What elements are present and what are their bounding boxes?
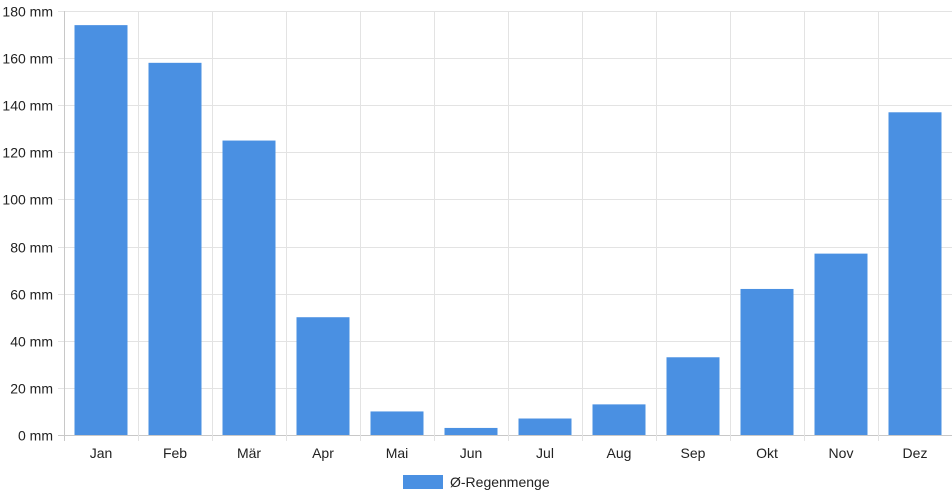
x-tick-label: Mär bbox=[237, 445, 261, 461]
y-tick-label: 80 mm bbox=[10, 240, 53, 256]
x-tick-label: Mai bbox=[386, 445, 409, 461]
y-tick-label: 180 mm bbox=[2, 4, 53, 20]
legend-label: Ø-Regenmenge bbox=[450, 474, 550, 490]
y-tick-label: 160 mm bbox=[2, 51, 53, 67]
x-tick-label: Apr bbox=[312, 445, 334, 461]
x-tick-label: Jan bbox=[90, 445, 113, 461]
bar-series bbox=[74, 25, 942, 436]
x-tick-label: Feb bbox=[163, 445, 187, 461]
x-tick-label: Sep bbox=[681, 445, 706, 461]
bar bbox=[296, 317, 350, 435]
y-tick-label: 100 mm bbox=[2, 192, 53, 208]
bar bbox=[518, 418, 572, 435]
bar bbox=[148, 62, 202, 435]
bar bbox=[740, 288, 794, 435]
x-tick-label: Aug bbox=[607, 445, 632, 461]
bar bbox=[814, 253, 868, 435]
legend: Ø-Regenmenge bbox=[403, 474, 550, 490]
y-tick-label: 60 mm bbox=[10, 287, 53, 303]
y-tick-label: 140 mm bbox=[2, 98, 53, 114]
bar bbox=[74, 25, 128, 436]
x-tick-label: Nov bbox=[829, 445, 854, 461]
x-tick-label: Okt bbox=[756, 445, 778, 461]
y-gridlines bbox=[58, 11, 952, 436]
bar bbox=[370, 411, 424, 435]
y-tick-label: 20 mm bbox=[10, 381, 53, 397]
bar bbox=[444, 427, 498, 435]
y-tick-label: 120 mm bbox=[2, 145, 53, 161]
x-gridlines bbox=[64, 11, 879, 441]
bar bbox=[592, 404, 646, 435]
y-tick-label: 0 mm bbox=[18, 428, 53, 444]
bar bbox=[666, 357, 720, 435]
x-tick-label: Dez bbox=[903, 445, 928, 461]
legend-swatch bbox=[403, 475, 443, 489]
bar bbox=[888, 112, 942, 436]
x-tick-label: Jul bbox=[536, 445, 554, 461]
x-tick-label: Jun bbox=[460, 445, 483, 461]
bar bbox=[222, 140, 276, 436]
y-tick-label: 40 mm bbox=[10, 334, 53, 350]
